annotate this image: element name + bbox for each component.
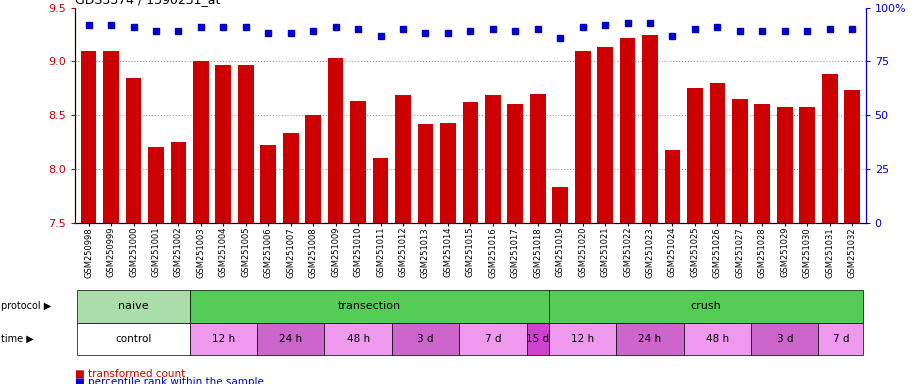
Bar bbox=[527, 323, 549, 355]
Bar bbox=[77, 323, 190, 355]
Bar bbox=[418, 124, 433, 223]
Text: protocol ▶: protocol ▶ bbox=[1, 301, 51, 311]
Bar bbox=[77, 290, 190, 323]
Text: crush: crush bbox=[691, 301, 722, 311]
Bar bbox=[507, 104, 523, 223]
Bar bbox=[552, 187, 568, 223]
Bar bbox=[305, 115, 321, 223]
Bar bbox=[104, 51, 119, 223]
Bar bbox=[665, 150, 681, 223]
Bar bbox=[81, 51, 96, 223]
Bar bbox=[819, 323, 864, 355]
Bar bbox=[193, 61, 209, 223]
Bar bbox=[328, 58, 344, 223]
Text: 48 h: 48 h bbox=[706, 334, 729, 344]
Bar bbox=[683, 323, 751, 355]
Bar bbox=[616, 323, 683, 355]
Bar bbox=[238, 65, 254, 223]
Text: control: control bbox=[115, 334, 152, 344]
Text: ■ percentile rank within the sample: ■ percentile rank within the sample bbox=[75, 377, 264, 384]
Bar bbox=[190, 323, 257, 355]
Bar bbox=[549, 323, 616, 355]
Bar bbox=[529, 94, 546, 223]
Bar bbox=[575, 51, 591, 223]
Bar bbox=[170, 142, 186, 223]
Text: 48 h: 48 h bbox=[346, 334, 370, 344]
Bar bbox=[597, 48, 613, 223]
Bar bbox=[485, 95, 501, 223]
Text: naive: naive bbox=[118, 301, 148, 311]
Bar bbox=[459, 323, 527, 355]
Text: time ▶: time ▶ bbox=[1, 334, 34, 344]
Text: 15 d: 15 d bbox=[526, 334, 550, 344]
Bar bbox=[148, 147, 164, 223]
Text: GDS3374 / 1390231_at: GDS3374 / 1390231_at bbox=[75, 0, 221, 7]
Text: 12 h: 12 h bbox=[571, 334, 594, 344]
Bar bbox=[822, 74, 837, 223]
Bar bbox=[642, 35, 658, 223]
Bar bbox=[687, 88, 703, 223]
Text: 12 h: 12 h bbox=[212, 334, 234, 344]
Bar bbox=[620, 38, 636, 223]
Bar bbox=[845, 91, 860, 223]
Text: 7 d: 7 d bbox=[833, 334, 849, 344]
Bar bbox=[549, 290, 864, 323]
Text: 3 d: 3 d bbox=[777, 334, 793, 344]
Bar bbox=[463, 102, 478, 223]
Bar bbox=[260, 145, 276, 223]
Bar bbox=[283, 134, 299, 223]
Text: 24 h: 24 h bbox=[638, 334, 661, 344]
Bar bbox=[257, 323, 324, 355]
Bar bbox=[440, 123, 456, 223]
Bar bbox=[710, 83, 725, 223]
Bar bbox=[215, 65, 231, 223]
Bar bbox=[324, 323, 392, 355]
Bar bbox=[395, 95, 411, 223]
Bar bbox=[190, 290, 549, 323]
Text: 7 d: 7 d bbox=[485, 334, 501, 344]
Text: 3 d: 3 d bbox=[417, 334, 433, 344]
Bar bbox=[392, 323, 459, 355]
Bar bbox=[373, 158, 388, 223]
Bar bbox=[350, 101, 365, 223]
Text: 24 h: 24 h bbox=[279, 334, 302, 344]
Bar bbox=[751, 323, 819, 355]
Text: transection: transection bbox=[338, 301, 401, 311]
Bar bbox=[732, 99, 747, 223]
Bar bbox=[800, 107, 815, 223]
Text: ■ transformed count: ■ transformed count bbox=[75, 369, 185, 379]
Bar bbox=[777, 107, 792, 223]
Bar bbox=[125, 78, 141, 223]
Bar bbox=[755, 104, 770, 223]
